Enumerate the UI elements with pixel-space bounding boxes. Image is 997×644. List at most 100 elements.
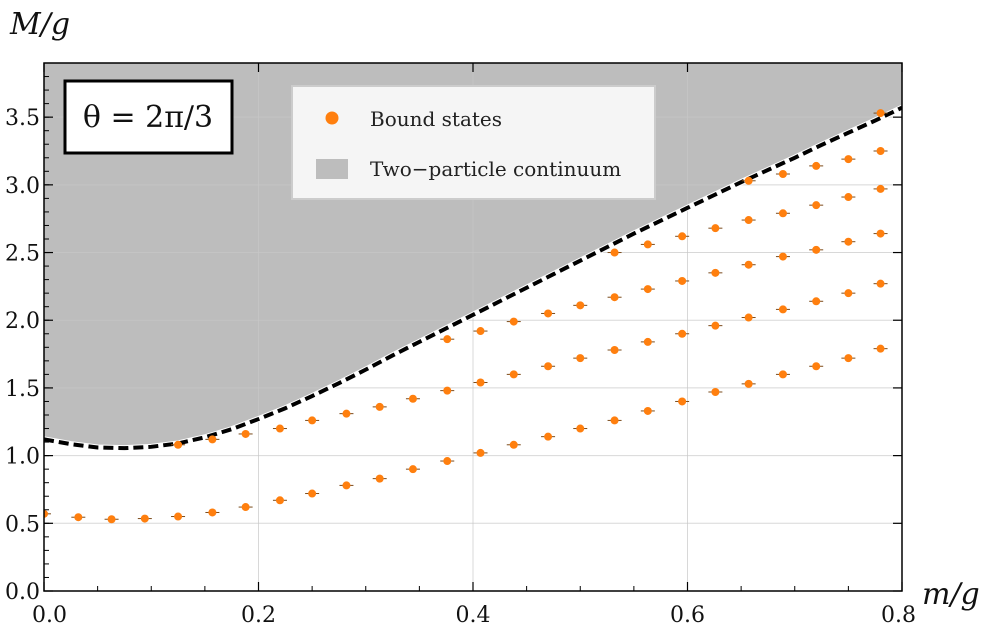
bound-state-point: [342, 481, 351, 490]
bound-state-point: [744, 379, 753, 388]
annotation-box: θ = 2π/3: [63, 79, 234, 155]
bound-state-point: [44, 509, 48, 518]
bound-state-point: [678, 329, 687, 338]
bound-state-point: [844, 289, 853, 298]
bound-state-point: [443, 335, 452, 344]
bound-state-point: [844, 193, 853, 202]
bound-state-point: [744, 260, 753, 269]
bound-state-point: [844, 354, 853, 363]
bound-state-point: [375, 402, 384, 411]
bound-state-point: [744, 313, 753, 322]
bound-state-point: [610, 248, 619, 257]
y-tick-label: 1.5: [5, 377, 40, 402]
bound-state-point: [643, 337, 652, 346]
bound-state-point: [476, 378, 485, 387]
bound-state-point: [476, 327, 485, 336]
bound-state-point: [408, 465, 417, 474]
bound-state-point: [812, 161, 821, 170]
bound-state-point: [241, 503, 250, 512]
y-tick-label: 1.0: [5, 445, 40, 470]
bound-state-point: [342, 409, 351, 418]
bound-state-point: [610, 346, 619, 355]
bound-state-point: [812, 362, 821, 371]
threshold-curve: [44, 105, 902, 451]
bound-state-point: [544, 309, 553, 318]
x-tick-label: 0.6: [670, 603, 705, 628]
bound-state-point: [443, 457, 452, 466]
y-tick-label: 3.0: [5, 174, 40, 199]
bound-state-point: [576, 424, 585, 433]
bound-state-point: [375, 474, 384, 483]
bound-state-point: [275, 424, 284, 433]
legend-frame: [291, 85, 656, 200]
bound-state-point: [308, 489, 317, 498]
bound-state-point: [876, 184, 885, 193]
bound-state-point: [476, 448, 485, 457]
x-tick-label: 0.0: [32, 603, 67, 628]
bound-state-point: [544, 362, 553, 371]
bound-state-point: [308, 416, 317, 425]
y-axis-title: M/g: [9, 7, 70, 42]
bound-state-point: [443, 386, 452, 395]
y-tick-label: 0.5: [5, 512, 40, 537]
legend: Bound states Two−particle continuum: [291, 85, 656, 200]
bound-state-point: [643, 406, 652, 415]
bound-state-point: [812, 297, 821, 306]
bound-state-point: [678, 232, 687, 241]
bound-state-point: [610, 416, 619, 425]
legend-label-bound-states: Bound states: [370, 107, 502, 131]
bound-state-point: [408, 394, 417, 403]
bound-state-point: [74, 513, 83, 522]
bound-state-point: [208, 435, 217, 444]
bound-state-point: [275, 496, 284, 505]
bound-state-point: [509, 317, 518, 326]
bound-state-point: [778, 252, 787, 261]
bound-state-point: [744, 176, 753, 185]
bound-state-point: [174, 512, 183, 521]
annotation-text: θ = 2π/3: [83, 100, 213, 135]
bound-state-point: [544, 432, 553, 441]
bound-state-point: [208, 508, 217, 517]
bound-state-point: [678, 276, 687, 285]
legend-swatch-continuum: [316, 159, 348, 179]
bound-state-point: [876, 229, 885, 238]
x-tick-label: 0.2: [241, 603, 276, 628]
bound-state-point: [876, 344, 885, 353]
bound-state-point: [174, 440, 183, 449]
bound-state-point: [576, 301, 585, 310]
legend-marker-bound-states: [325, 111, 339, 125]
bound-state-point: [744, 216, 753, 225]
bound-state-point: [876, 109, 885, 118]
bound-state-point: [778, 305, 787, 314]
x-tick-label: 0.4: [456, 603, 491, 628]
y-tick-label: 2.5: [5, 242, 40, 267]
bound-state-point: [241, 429, 250, 438]
bound-state-point: [876, 279, 885, 288]
bound-state-point: [643, 285, 652, 294]
bound-state-point: [643, 240, 652, 249]
x-axis-title: m/g: [922, 577, 980, 612]
bound-state-point: [610, 293, 619, 302]
bound-state-point: [844, 155, 853, 164]
y-tick-label: 0.0: [5, 580, 40, 605]
bound-state-point: [140, 514, 149, 523]
bound-state-point: [576, 354, 585, 363]
bound-state-point: [107, 515, 116, 524]
bound-state-point: [509, 440, 518, 449]
bound-state-point: [711, 387, 720, 396]
bound-state-point: [711, 321, 720, 330]
bound-state-point: [876, 147, 885, 155]
bound-state-point: [778, 170, 787, 179]
bound-state-point: [509, 370, 518, 379]
bound-state-point: [812, 245, 821, 254]
bound-state-point: [711, 268, 720, 277]
bound-state-point: [711, 224, 720, 233]
bound-state-point: [778, 209, 787, 218]
y-tick-label: 2.0: [5, 309, 40, 334]
x-tick-label: 0.8: [881, 603, 916, 628]
bound-state-point: [778, 370, 787, 379]
bound-state-point: [844, 237, 853, 246]
bound-state-point: [678, 397, 687, 406]
y-tick-label: 3.5: [5, 106, 40, 131]
